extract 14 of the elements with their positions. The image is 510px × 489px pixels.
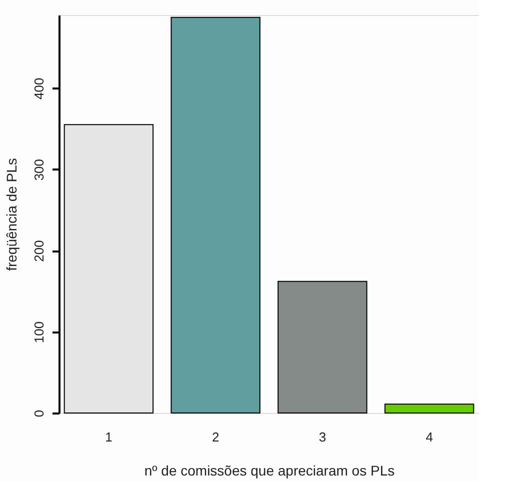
y-tick-label: 300 — [32, 158, 46, 181]
y-tick-label: 400 — [32, 78, 46, 100]
bar — [384, 404, 474, 414]
y-tick-label: 200 — [32, 240, 46, 262]
x-tick-label: 4 — [426, 430, 433, 444]
y-tick-label: 0 — [32, 410, 46, 418]
x-tick-label: 2 — [212, 430, 220, 444]
x-axis-title: nº de comissões que apreciaram os PLs — [144, 462, 395, 478]
x-tick-label: 1 — [105, 430, 112, 444]
bar — [170, 16, 260, 414]
x-tick-label: 3 — [318, 430, 326, 444]
y-tick-label: 100 — [32, 321, 46, 344]
bar — [278, 280, 368, 414]
y-axis-title: freqüência de PLs — [4, 158, 20, 271]
